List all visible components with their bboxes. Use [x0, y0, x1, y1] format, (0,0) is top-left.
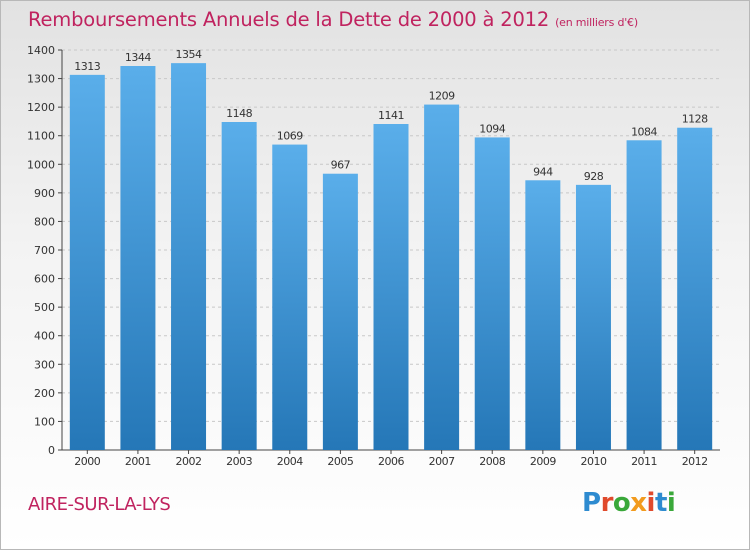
data-label: 1148	[226, 107, 252, 120]
y-tick-label: 200	[34, 387, 55, 400]
logo-letter: t	[654, 488, 667, 518]
bars	[69, 63, 713, 451]
data-label: 1128	[682, 113, 708, 126]
place-name: AIRE-SUR-LA-LYS	[28, 494, 171, 515]
y-tick-label: 500	[34, 301, 55, 314]
y-tick-label: 1000	[27, 158, 55, 171]
x-tick-label: 2005	[327, 455, 353, 468]
y-tick-label: 1300	[27, 73, 55, 86]
bar-2003	[221, 122, 257, 450]
y-tick-label: 1400	[27, 44, 55, 57]
chart-title: Remboursements Annuels de la Dette de 20…	[28, 8, 638, 31]
x-tick-label: 2006	[378, 455, 404, 468]
x-tick-label: 2001	[125, 455, 151, 468]
data-label: 967	[331, 159, 351, 172]
x-tick-label: 2003	[226, 455, 252, 468]
logo-letter: x	[630, 488, 647, 518]
x-tick-label: 2008	[479, 455, 505, 468]
proxiti-logo[interactable]: Proxiti	[582, 488, 676, 518]
y-tick-label: 1200	[27, 101, 55, 114]
chart-unit-label: (en milliers d'€)	[555, 16, 638, 29]
bar-2012	[677, 127, 713, 450]
bar-2010	[575, 184, 611, 450]
data-label: 1084	[631, 125, 657, 138]
x-tick-label: 2011	[631, 455, 657, 468]
bar-2009	[525, 180, 561, 451]
x-tick-label: 2002	[176, 455, 202, 468]
x-tick-label: 2010	[580, 455, 606, 468]
bar-2006	[373, 124, 409, 450]
data-label: 944	[533, 165, 553, 178]
bar-2008	[474, 137, 510, 450]
x-tick-label: 2004	[277, 455, 303, 468]
data-label: 1141	[378, 109, 404, 122]
y-tick-label: 600	[34, 273, 55, 286]
y-tick-label: 300	[34, 358, 55, 371]
y-tick-label: 800	[34, 215, 55, 228]
bar-2001	[120, 66, 156, 450]
data-label: 1209	[429, 90, 455, 103]
chart-title-text: Remboursements Annuels de la Dette de 20…	[28, 8, 550, 31]
y-tick-label: 400	[34, 330, 55, 343]
y-tick-label: 100	[34, 415, 55, 428]
axes: 0 100 200 300 400 500 600 700 800 900 1000 1100 1200…	[27, 44, 720, 468]
data-label: 928	[584, 170, 604, 183]
logo-letter: i	[666, 488, 676, 518]
data-labels: 1313 1344 1354 1148 1069 967 1141 1209 1094 944 92…	[74, 48, 708, 183]
bar-2005	[322, 173, 358, 450]
logo-letter: o	[612, 488, 631, 518]
data-label: 1354	[176, 48, 202, 61]
logo-letter: r	[600, 488, 614, 518]
data-label: 1094	[479, 122, 505, 135]
bar-2004	[272, 144, 308, 451]
y-tick-label: 700	[34, 244, 55, 257]
x-tick-label: 2007	[429, 455, 455, 468]
y-tick-label: 0	[48, 444, 55, 457]
data-label: 1069	[277, 130, 303, 143]
bar-2000	[69, 74, 105, 450]
x-tick-label: 2000	[74, 455, 100, 468]
logo-letter: P	[582, 488, 601, 518]
bar-2007	[424, 104, 460, 451]
y-tick-label: 900	[34, 187, 55, 200]
data-label: 1313	[74, 60, 100, 73]
bar-2011	[626, 140, 662, 451]
y-tick-label: 1100	[27, 130, 55, 143]
x-tick-label: 2009	[530, 455, 556, 468]
logo-letter: i	[646, 488, 656, 518]
data-label: 1344	[125, 51, 151, 64]
bar-2002	[171, 63, 207, 451]
x-tick-label: 2012	[682, 455, 708, 468]
